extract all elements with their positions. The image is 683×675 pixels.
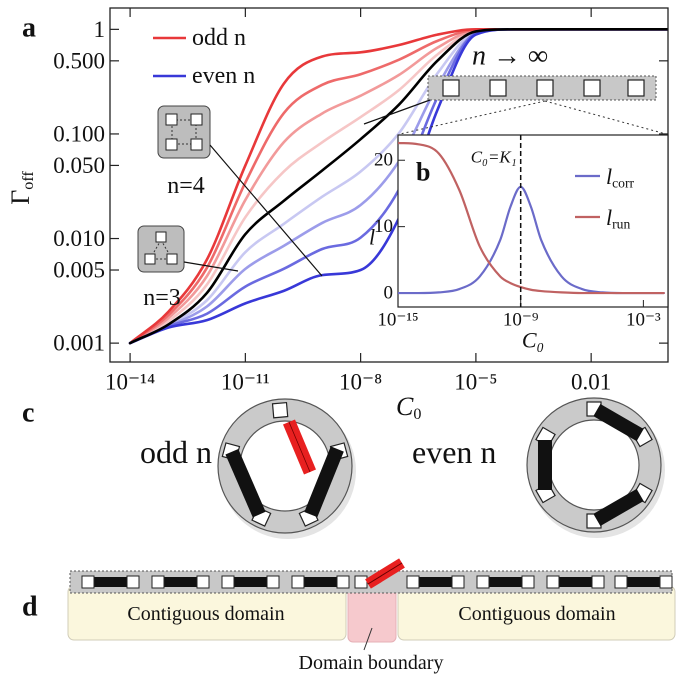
site	[127, 576, 139, 588]
panel-label: a	[22, 13, 36, 44]
y-axis-label: Γoff	[6, 171, 37, 205]
site	[522, 576, 534, 588]
figure: 10⁻¹⁴ 10⁻¹¹ 10⁻⁸ 10⁻⁵ 0.01 0.001 0.005 0.010 0.0…	[0, 0, 683, 675]
legend-label: odd n	[192, 25, 246, 51]
x-axis-label: C0	[396, 392, 421, 423]
site	[337, 576, 349, 588]
y-tick-label: 0.050	[53, 153, 105, 178]
y-axis-label-sub: off	[19, 171, 36, 190]
x-tick-label: 10⁻³	[626, 310, 661, 331]
y-tick-label: 0.010	[53, 226, 105, 251]
x-axis-label-main: C	[396, 392, 414, 421]
site	[547, 576, 559, 588]
page: 10⁻¹⁴ 10⁻¹¹ 10⁻⁸ 10⁻⁵ 0.01 0.001 0.005 0.010 0.0…	[0, 0, 683, 675]
x-tick-label: 10⁻⁸	[339, 370, 382, 395]
zoom-line	[545, 101, 666, 134]
boundary-label: Domain boundary	[299, 652, 444, 674]
site	[273, 403, 288, 418]
site	[592, 576, 604, 588]
panel-label: c	[22, 398, 34, 429]
y-tick-label: 0.001	[53, 331, 105, 356]
site	[197, 576, 209, 588]
reference-label: C₀=K₁	[471, 148, 517, 167]
y-axis-label: l	[369, 225, 375, 250]
y-tick-label: 10	[374, 216, 393, 237]
case-label: even n	[412, 434, 496, 470]
ring-odd	[218, 399, 356, 539]
legend-label: even n	[192, 63, 255, 89]
x-axis-label-sub: 0	[413, 405, 421, 422]
legend-label-sub: run	[612, 216, 630, 231]
y-tick-label: 0.500	[53, 48, 105, 73]
y-tick-label: 0.005	[53, 258, 105, 283]
x-tick-label: 10⁻¹¹	[221, 370, 270, 395]
panel-label: b	[416, 158, 430, 187]
panel-c: c odd n even n	[22, 398, 665, 540]
site	[82, 576, 94, 588]
site	[222, 576, 234, 588]
x-axis-label: C₀	[522, 328, 544, 353]
site	[452, 576, 464, 588]
annotation: n → ∞	[472, 41, 548, 72]
annotation: n=3	[143, 285, 181, 311]
site	[152, 576, 164, 588]
ring-even	[527, 398, 665, 538]
case-label: odd n	[140, 434, 212, 470]
site	[660, 576, 672, 588]
panel-label: d	[22, 592, 38, 623]
x-tick-label: 10⁻¹⁵	[377, 310, 418, 331]
domain-label: Contiguous domain	[458, 603, 615, 625]
y-tick-label: 20	[374, 150, 393, 171]
site	[477, 576, 489, 588]
site	[292, 576, 304, 588]
annotation: n=4	[167, 173, 205, 199]
x-tick-label: 10⁻¹⁴	[105, 370, 155, 395]
y-tick-label: 1	[94, 17, 106, 42]
boundary-box	[348, 586, 396, 642]
y-tick-label: 0	[384, 283, 394, 304]
x-tick-label: 10⁻⁵	[454, 370, 497, 395]
legend-label-sub: corr	[612, 175, 634, 190]
panel-d: d Contiguous domain Contiguous domain Do…	[22, 563, 675, 674]
site	[355, 576, 367, 588]
x-tick-label: 0.01	[571, 370, 611, 395]
site	[407, 576, 419, 588]
site	[267, 576, 279, 588]
y-tick-label: 0.100	[53, 121, 105, 146]
site	[615, 576, 627, 588]
y-axis-label-main: Γ	[6, 190, 35, 205]
domain-label: Contiguous domain	[127, 603, 284, 625]
